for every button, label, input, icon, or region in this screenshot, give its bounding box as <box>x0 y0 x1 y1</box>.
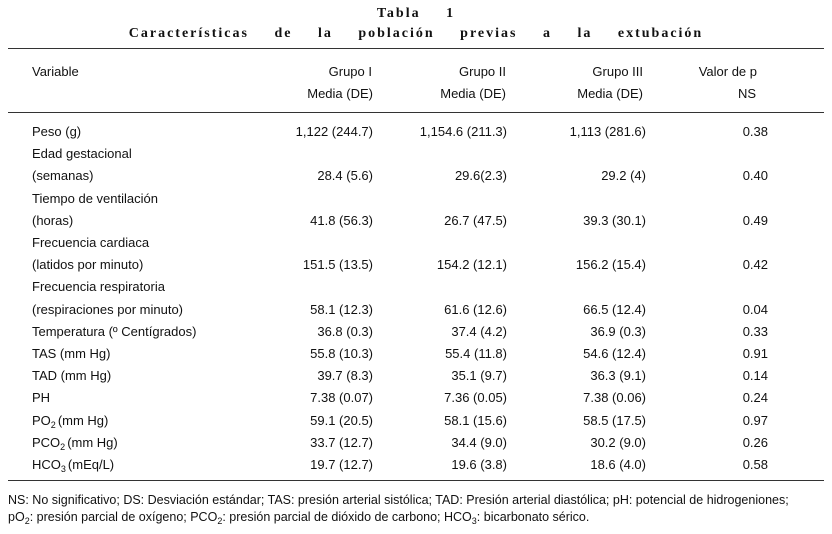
cell: 151.5 (13.5) <box>302 257 373 273</box>
row-label: (latidos por minuto) <box>32 257 144 273</box>
label-part: (mm Hg) <box>67 434 118 450</box>
cell: 7.36 (0.05) <box>444 390 507 406</box>
column-header: Valor de p <box>698 64 757 79</box>
cell: 54.6 (12.4) <box>583 346 646 361</box>
row-label: Edad gestacional <box>32 146 132 162</box>
cell: 1,154.6 (211.3) <box>419 124 507 139</box>
label-part: PO <box>32 412 51 428</box>
cell: 19.7 (12.7) <box>310 457 373 472</box>
footnote-part: : bicarbonato sérico. <box>476 510 590 524</box>
footnote-part: : presión parcial de dióxido de carbono;… <box>222 510 472 524</box>
cell: 35.1 (9.7) <box>451 368 507 384</box>
column-header: Grupo I <box>328 64 372 79</box>
cell: 19.6 (3.8) <box>451 457 507 472</box>
label-part: 3 <box>60 464 66 474</box>
row-label: (respiraciones por minuto) <box>32 301 184 317</box>
footnote: NS: No significativo; DS: Desviación est… <box>8 492 808 526</box>
column-header: Media (DE) <box>440 86 506 101</box>
row-label: Frecuencia cardiaca <box>32 235 150 250</box>
footnote-part: NS: No significativo; DS: Desviación est… <box>8 493 789 524</box>
cell: 66.5 (12.4) <box>583 301 646 317</box>
footnote-part: 3 <box>471 516 477 526</box>
label-part: PCO <box>32 434 61 450</box>
cell: 36.3 (9.1) <box>590 368 646 384</box>
cell: 0.33 <box>742 323 768 339</box>
row-label: Frecuencia respiratoria <box>32 279 165 295</box>
cell: 0.38 <box>742 124 768 139</box>
label-part: 2 <box>50 419 56 430</box>
label-part: (mm Hg) <box>57 412 109 428</box>
cell: 41.8 (56.3) <box>310 212 373 228</box>
footnote-part: 2 <box>24 516 30 526</box>
row-label: PCO2 (mm Hg) <box>32 434 118 452</box>
column-header: Variable <box>32 64 79 79</box>
cell: 0.04 <box>742 301 768 317</box>
rule <box>8 112 824 113</box>
cell: 0.24 <box>742 390 768 406</box>
cell: 36.8 (0.3) <box>317 323 373 339</box>
cell: 0.58 <box>742 457 768 472</box>
column-header: Media (DE) <box>307 86 373 101</box>
cell: 26.7 (47.5) <box>444 212 507 228</box>
rule <box>8 480 824 481</box>
cell: 18.6 (4.0) <box>590 457 646 472</box>
cell: 58.1 (15.6) <box>444 412 507 428</box>
cell: 7.38 (0.07) <box>310 390 373 406</box>
column-header: Grupo III <box>592 64 643 79</box>
cell: 1,122 (244.7) <box>295 124 373 139</box>
row-label: PH <box>32 390 51 406</box>
cell: 39.3 (30.1) <box>583 212 646 228</box>
cell: 29.2 (4) <box>601 168 646 184</box>
cell: 1,113 (281.6) <box>569 124 646 139</box>
cell: 0.40 <box>742 168 768 184</box>
row-label: (semanas) <box>32 168 94 184</box>
cell: 36.9 (0.3) <box>590 323 646 339</box>
cell: 154.2 (12.1) <box>436 257 507 273</box>
column-header: Media (DE) <box>577 86 643 101</box>
cell: 0.14 <box>742 368 768 384</box>
cell: 0.26 <box>742 434 768 450</box>
row-label: PO2 (mm Hg) <box>32 412 109 430</box>
column-header: Grupo II <box>459 64 506 79</box>
row-label: Temperatura (º Centígrados) <box>32 323 197 339</box>
row-label: TAS (mm Hg) <box>32 346 111 361</box>
row-label: HCO3 (mEq/L) <box>32 457 115 474</box>
cell: 30.2 (9.0) <box>590 434 646 450</box>
footnote-part: : presión parcial de oxígeno; PCO <box>29 510 218 524</box>
cell: 37.4 (4.2) <box>451 323 507 339</box>
cell: 33.7 (12.7) <box>310 434 373 450</box>
row-label: Peso (g) <box>32 124 82 139</box>
cell: 29.6(2.3) <box>454 168 507 184</box>
cell: 28.4 (5.6) <box>317 168 373 184</box>
label-part: 2 <box>60 441 66 452</box>
cell: 0.49 <box>742 212 768 228</box>
cell: 0.91 <box>742 346 768 361</box>
row-label: (horas) <box>32 212 74 228</box>
cell: 59.1 (20.5) <box>310 412 373 428</box>
label-part: HCO <box>32 457 61 472</box>
column-header: NS <box>737 86 756 101</box>
row-label: Tiempo de ventilación <box>32 190 158 206</box>
row-label: TAD (mm Hg) <box>32 368 112 384</box>
cell: 58.5 (17.5) <box>583 412 646 428</box>
cell: 55.4 (11.8) <box>445 346 507 361</box>
cell: 156.2 (15.4) <box>575 257 646 273</box>
footnote-part: 2 <box>217 516 223 526</box>
cell: 39.7 (8.3) <box>317 368 373 384</box>
cell: 34.4 (9.0) <box>451 434 507 450</box>
rule <box>8 48 824 49</box>
cell: 0.42 <box>742 257 768 273</box>
cell: 0.97 <box>742 412 768 428</box>
cell: 61.6 (12.6) <box>444 301 507 317</box>
table-label: Tabla 1 <box>376 6 456 21</box>
cell: 55.8 (10.3) <box>310 346 373 361</box>
label-part: (mEq/L) <box>67 457 115 472</box>
cell: 7.38 (0.06) <box>583 390 646 406</box>
table-caption: Características de la población previas … <box>128 26 704 41</box>
cell: 58.1 (12.3) <box>310 301 373 317</box>
